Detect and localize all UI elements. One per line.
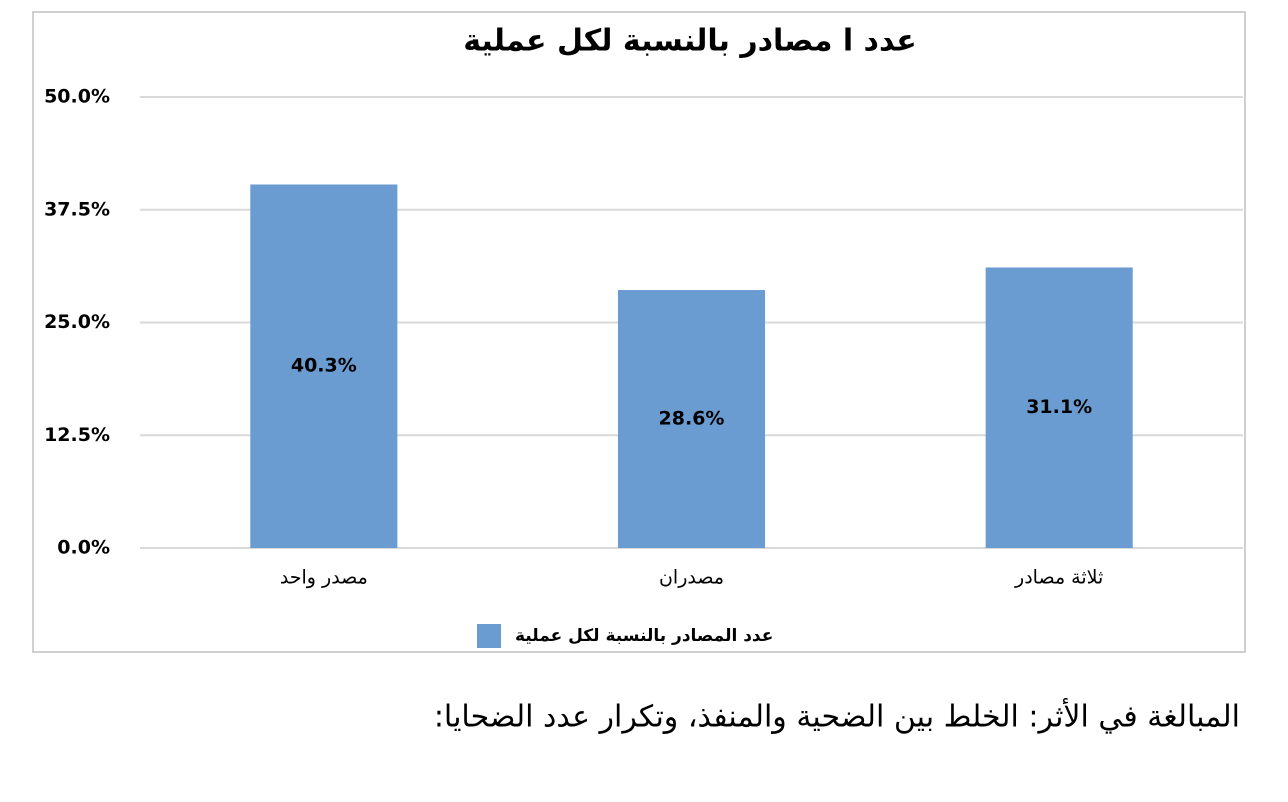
x-tick-label: مصدران: [659, 567, 724, 589]
legend-label: عدد المصادر بالنسبة لكل عملية: [515, 626, 773, 646]
bar: [250, 184, 398, 548]
x-tick-label: ثلاثة مصادر: [1014, 567, 1103, 589]
bar: [617, 290, 766, 548]
value-label: 40.3%: [291, 355, 357, 377]
y-tick-label: 37.5%: [44, 198, 110, 220]
caption: المبالغة في الأثر: الخلط بين الضحية والم…: [434, 697, 1240, 735]
value-label: 31.1%: [1026, 396, 1092, 418]
chart-title: عدد ا مصادر بالنسبة لكل عملية: [463, 24, 917, 59]
y-tick-label: 50.0%: [44, 86, 110, 108]
legend-swatch: [477, 624, 501, 648]
value-label: 28.6%: [659, 408, 725, 430]
y-tick-label: 0.0%: [57, 537, 110, 559]
bar: [985, 267, 1133, 548]
y-tick-label: 12.5%: [44, 424, 110, 446]
x-tick-label: مصدر واحد: [280, 567, 368, 589]
y-tick-label: 25.0%: [44, 311, 110, 333]
